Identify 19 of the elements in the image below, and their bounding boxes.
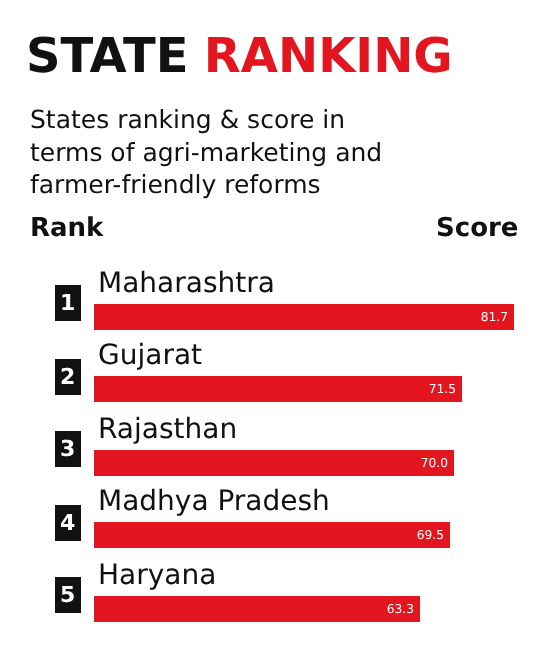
text: 3	[60, 436, 76, 462]
chart-title: STATE RANKING	[26, 28, 453, 84]
y-tick-label: Rajasthan	[98, 414, 238, 446]
y-tick-label: Maharashtra	[98, 268, 275, 300]
bar	[94, 450, 454, 476]
chart-subtitle: States ranking & score in terms of agri-marketing and farmer-friendly reforms	[30, 104, 383, 199]
y-tick-label: Madhya Pradesh	[98, 486, 330, 518]
y-tick-label: Gujarat	[98, 340, 204, 372]
text: 2	[60, 364, 76, 390]
y-tick-label: Haryana	[98, 560, 217, 592]
bar	[94, 596, 420, 622]
text: 4	[60, 510, 76, 536]
y-axis-title: Rank	[30, 214, 105, 244]
x-axis-title: Score	[436, 214, 519, 244]
text: 1	[60, 290, 76, 316]
bar	[94, 376, 462, 402]
bar	[94, 522, 450, 548]
text: 5	[60, 582, 76, 608]
bar	[94, 304, 514, 330]
